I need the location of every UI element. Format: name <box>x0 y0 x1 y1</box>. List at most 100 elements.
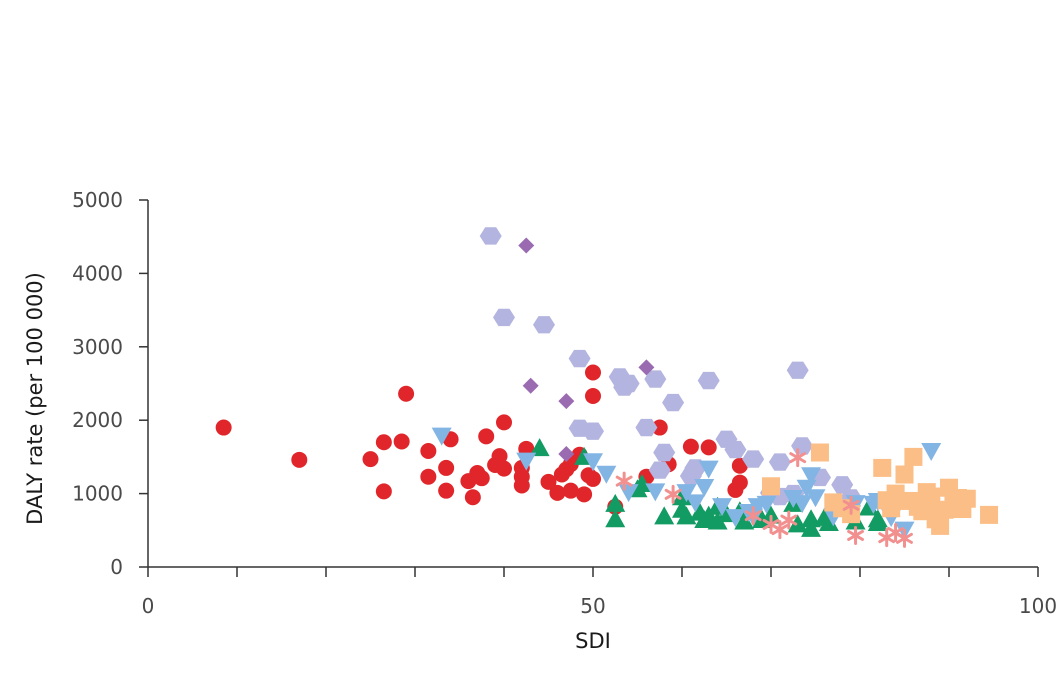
data-point-circle <box>731 474 748 491</box>
series-diamond <box>518 237 655 462</box>
data-point-diamond <box>638 359 655 376</box>
data-point-square <box>931 516 950 535</box>
asterisk-stroke <box>664 488 682 500</box>
data-point-diamond <box>522 377 539 394</box>
data-point-square <box>810 443 829 462</box>
data-point-triangle-down <box>516 452 537 471</box>
data-point-triangle-up <box>734 511 755 530</box>
data-point-hexagon <box>724 440 747 459</box>
data-point-triangle-down <box>698 460 719 479</box>
data-point-hexagon <box>742 450 765 468</box>
data-point-hexagon <box>479 227 502 245</box>
data-point-triangle-up <box>801 509 822 528</box>
data-point-triangle-down <box>712 498 733 517</box>
data-point-square <box>882 499 901 518</box>
data-point-asterisk <box>744 506 762 526</box>
asterisk-stroke <box>771 524 789 536</box>
asterisk-stroke <box>615 475 633 487</box>
data-point-asterisk <box>847 525 864 545</box>
data-point-hexagon <box>582 422 604 440</box>
data-point-asterisk <box>789 448 807 468</box>
x-axis-title: SDI <box>575 629 611 653</box>
data-point-circle <box>362 451 379 468</box>
data-point-hexagon <box>568 349 591 368</box>
axis-labels: 0 1000 2000 3000 4000 5000 0 50 100 SDI DALY rate … <box>23 188 1057 653</box>
data-point-asterisk <box>780 510 798 530</box>
data-point-triangle-up <box>654 506 675 525</box>
data-point-circle <box>540 473 557 490</box>
series-asterisk <box>615 448 913 548</box>
data-point-circle <box>473 470 490 487</box>
data-point-circle <box>549 484 566 501</box>
data-point-hexagon <box>831 476 854 494</box>
data-point-circle <box>562 482 579 499</box>
data-point-triangle-up <box>867 509 888 528</box>
y-tick-label: 2000 <box>72 408 123 432</box>
asterisk-stroke <box>744 510 762 522</box>
data-point-triangle-up <box>801 518 822 537</box>
asterisk-stroke <box>789 452 807 464</box>
data-point-triangle-up <box>529 438 550 457</box>
asterisk-stroke <box>842 499 860 511</box>
data-point-square <box>980 505 999 524</box>
data-point-circle <box>513 477 530 494</box>
data-point-square <box>904 447 923 466</box>
data-point-triangle-down <box>583 453 603 472</box>
data-point-hexagon <box>768 453 791 471</box>
data-point-triangle-down <box>792 495 813 514</box>
data-point-hexagon <box>533 316 555 334</box>
data-point-circle <box>420 443 437 460</box>
x-tick-label: 50 <box>580 594 605 618</box>
data-point-triangle-up <box>787 514 808 533</box>
data-point-asterisk <box>664 484 682 504</box>
data-point-asterisk <box>615 471 633 491</box>
y-tick-label: 5000 <box>72 188 123 212</box>
data-point-circle <box>215 419 232 436</box>
data-point-triangle-down <box>801 467 822 486</box>
data-point-circle <box>375 483 392 500</box>
data-point-circle <box>651 419 668 436</box>
data-point-triangle-up <box>605 509 626 528</box>
data-point-triangle-down <box>645 483 666 502</box>
x-tick-label: 0 <box>142 594 155 618</box>
data-marks <box>215 227 999 548</box>
data-point-hexagon <box>648 461 671 479</box>
data-point-triangle-down <box>596 465 617 484</box>
data-point-square <box>957 489 976 508</box>
data-point-hexagon <box>635 418 658 437</box>
data-point-triangle-up <box>631 474 652 493</box>
data-point-triangle-up <box>605 493 626 512</box>
data-point-asterisk <box>896 528 913 548</box>
data-point-triangle-down <box>805 489 826 508</box>
data-point-square <box>762 477 780 496</box>
data-point-circle <box>585 470 601 487</box>
data-point-circle <box>496 414 512 431</box>
asterisk-stroke <box>780 514 798 526</box>
data-point-circle <box>438 459 455 476</box>
data-point-hexagon <box>617 374 640 393</box>
data-point-circle <box>585 364 601 381</box>
data-point-diamond <box>558 445 575 462</box>
data-point-circle <box>585 387 601 404</box>
data-point-circle <box>700 439 717 456</box>
data-point-triangle-down <box>694 478 715 497</box>
data-point-hexagon <box>791 437 814 455</box>
data-point-square <box>895 465 914 484</box>
asterisk-stroke <box>878 532 896 544</box>
series-square <box>762 443 999 535</box>
data-point-triangle-down <box>431 427 452 446</box>
y-axis-title: DALY rate (per 100 000) <box>23 272 47 525</box>
asterisk-stroke <box>847 529 864 541</box>
axes <box>139 199 1039 577</box>
data-point-diamond <box>518 237 535 254</box>
data-point-circle <box>491 448 508 465</box>
data-point-circle <box>398 385 415 402</box>
data-point-asterisk <box>842 495 860 515</box>
y-tick-label: 0 <box>110 555 123 579</box>
data-point-triangle-down <box>676 484 697 503</box>
data-point-hexagon <box>493 308 515 327</box>
data-point-triangle-down <box>685 494 706 513</box>
asterisk-stroke <box>896 532 913 544</box>
